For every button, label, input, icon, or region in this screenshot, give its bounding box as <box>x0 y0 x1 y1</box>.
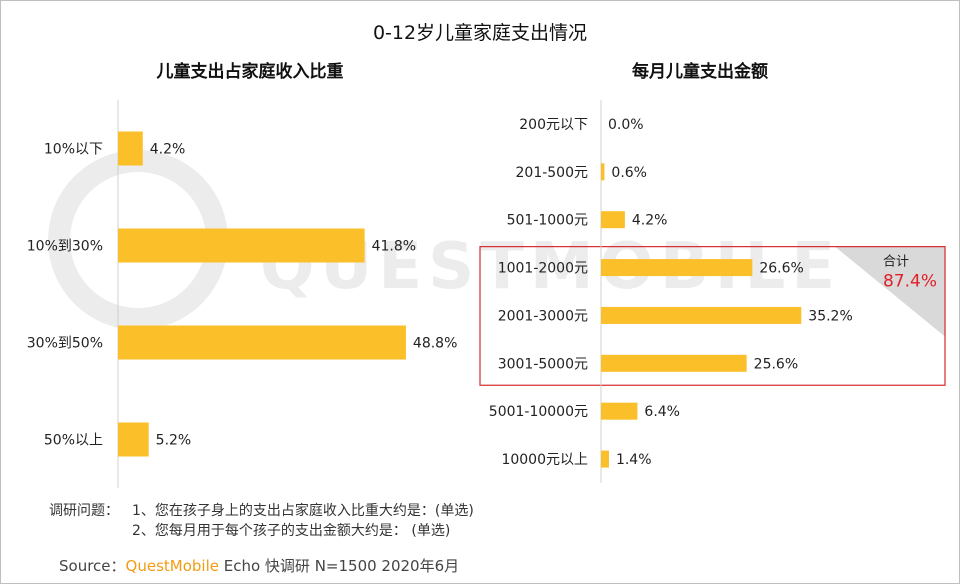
left-bar <box>118 131 143 166</box>
left-bar <box>118 228 365 263</box>
survey-question-label: 调研问题： <box>49 503 119 519</box>
right-bar <box>601 211 625 229</box>
left-value-label: 5.2% <box>156 433 192 449</box>
right-category-label: 3001-5000元 <box>498 356 588 372</box>
right-value-label: 35.2% <box>808 308 852 324</box>
left-bar <box>118 422 149 457</box>
right-bar <box>601 450 609 468</box>
right-value-label: 26.6% <box>759 261 803 277</box>
right-category-label: 1001-2000元 <box>498 261 588 277</box>
right-category-label: 10000元以上 <box>501 452 588 468</box>
right-bar <box>601 402 638 420</box>
left-value-label: 48.8% <box>413 336 457 352</box>
survey-question-1: 1、您在孩子身上的支出占家庭收入比重大约是：(单选) <box>132 503 474 519</box>
right-category-label: 200元以下 <box>519 117 588 133</box>
right-value-label: 4.2% <box>632 213 668 229</box>
right-category-label: 501-1000元 <box>507 213 588 229</box>
source-line: Source：QuestMobile Echo 快调研 N=1500 2020年… <box>59 555 459 576</box>
survey-question-2: 2、您每月用于每个孩子的支出金额大约是： (单选) <box>132 523 451 539</box>
right-value-label: 25.6% <box>754 356 798 372</box>
source-brand: QuestMobile <box>125 557 219 575</box>
page-title: 0-12岁儿童家庭支出情况 <box>372 22 588 44</box>
right-bar <box>601 163 605 181</box>
left-bar <box>118 325 406 360</box>
right-value-label: 0.0% <box>608 117 644 133</box>
right-category-label: 201-500元 <box>516 165 589 181</box>
highlight-total-value: 87.4% <box>883 272 937 292</box>
right-value-label: 1.4% <box>616 452 652 468</box>
right-bar <box>601 259 753 277</box>
right-value-label: 0.6% <box>611 165 647 181</box>
right-bar <box>601 354 747 372</box>
left-chart-title: 儿童支出占家庭收入比重 <box>156 62 344 82</box>
right-chart-title: 每月儿童支出金额 <box>632 62 768 82</box>
right-category-label: 2001-3000元 <box>498 308 588 324</box>
left-category-label: 30%到50% <box>27 336 103 352</box>
source-details: Echo 快调研 N=1500 2020年6月 <box>218 557 460 575</box>
left-category-label: 50%以上 <box>44 433 103 449</box>
highlight-triangle <box>835 246 945 337</box>
left-category-label: 10%到30% <box>27 239 103 255</box>
highlight-total-label: 合计 <box>883 255 909 270</box>
left-category-label: 10%以下 <box>44 142 103 158</box>
source-prefix: Source： <box>59 557 126 575</box>
highlight-box <box>479 246 946 386</box>
left-value-label: 41.8% <box>372 239 416 255</box>
left-value-label: 4.2% <box>150 142 186 158</box>
right-category-label: 5001-10000元 <box>489 404 588 420</box>
right-bar <box>601 306 802 324</box>
right-value-label: 6.4% <box>644 404 680 420</box>
